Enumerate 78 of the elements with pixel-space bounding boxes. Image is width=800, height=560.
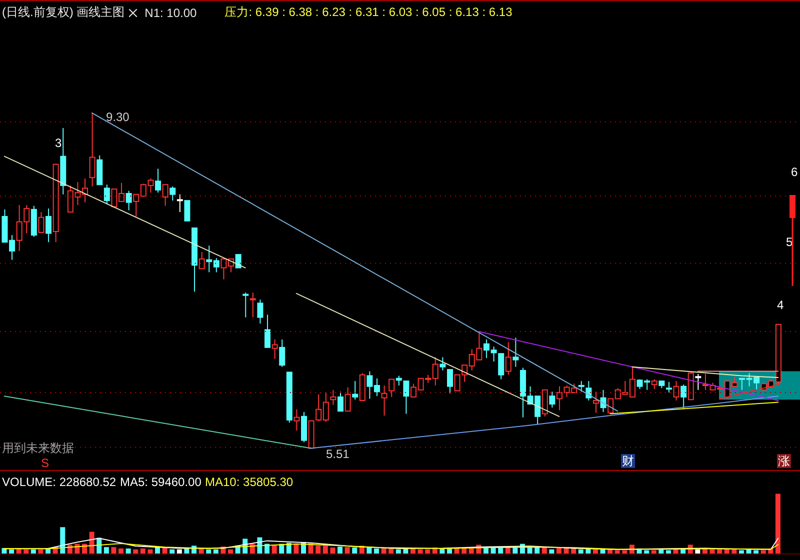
candlestick	[38, 212, 44, 233]
text: MA5: 59460.00	[120, 475, 202, 489]
candlestick	[330, 389, 336, 406]
candlestick	[184, 200, 190, 222]
candlestick	[578, 380, 584, 392]
text: 涨	[777, 454, 791, 468]
annotation: 9.30	[106, 110, 130, 124]
annotation: 用到未来数据	[2, 441, 74, 455]
bar	[775, 494, 780, 554]
annotation: 4	[777, 298, 784, 312]
chart-title: (日线.前复权) 画线主图	[2, 4, 125, 21]
text: 财	[621, 454, 635, 468]
annotation: 5.51	[326, 447, 350, 461]
bar	[374, 548, 379, 554]
candlestick	[586, 380, 592, 402]
bar	[344, 547, 350, 554]
candlestick	[651, 378, 658, 390]
bar	[316, 546, 321, 554]
candlestick	[592, 391, 599, 414]
bar	[162, 548, 168, 554]
candlestick	[695, 373, 702, 390]
bar	[337, 546, 342, 554]
bar	[352, 548, 358, 554]
candlestick	[381, 384, 388, 416]
bar	[111, 547, 116, 554]
bar	[126, 548, 131, 554]
bar	[322, 546, 328, 554]
candlestick	[257, 299, 264, 324]
candlestick	[89, 112, 96, 187]
bar	[330, 548, 336, 554]
bar	[140, 548, 146, 554]
candlestick	[162, 184, 168, 206]
text: S	[41, 456, 50, 470]
candlestick	[104, 184, 110, 205]
bar	[118, 548, 124, 554]
candlestick	[272, 338, 278, 360]
candlestick	[170, 186, 176, 202]
candlestick	[388, 378, 395, 398]
bar	[454, 548, 460, 554]
candlestick	[46, 208, 52, 243]
candlestick	[498, 353, 504, 380]
candlestick	[440, 356, 446, 371]
candlestick	[549, 391, 556, 408]
candlestick	[666, 381, 672, 394]
candlestick	[279, 338, 286, 368]
candlestick	[673, 380, 680, 402]
candlestick	[403, 380, 410, 414]
candlestick	[155, 168, 162, 194]
bar	[388, 548, 394, 554]
candlestick	[352, 380, 358, 400]
bar	[381, 548, 386, 554]
candlestick	[396, 375, 402, 386]
candlestick	[176, 194, 183, 213]
candlestick	[542, 389, 548, 417]
candlestick	[294, 408, 300, 432]
text: 6	[791, 165, 798, 179]
candlestick	[242, 292, 249, 318]
candlestick	[505, 342, 512, 376]
candlestick	[512, 337, 519, 368]
annotation: 3	[55, 136, 62, 150]
candlestick	[126, 190, 132, 211]
bar	[468, 548, 474, 554]
candlestick	[235, 254, 242, 268]
candlestick	[680, 384, 687, 409]
candlestick	[301, 412, 307, 443]
candlestick	[344, 386, 351, 412]
bar	[104, 547, 109, 554]
chart-subtitle: N1: 10.00	[144, 6, 197, 20]
candlestick	[264, 314, 271, 348]
text: 5	[786, 235, 793, 249]
candlestick	[337, 391, 344, 412]
text: MA10: 35805.30	[205, 475, 294, 489]
candlestick	[250, 292, 256, 318]
text: VOLUME: 228680.52	[2, 475, 116, 489]
text: 压力: 6.39 : 6.38 : 6.23 : 6.31 : 6.03 : 6.05 : 6.13 : 6.13	[224, 4, 512, 21]
bar	[60, 527, 66, 554]
candlestick	[198, 251, 205, 270]
candlestick	[446, 369, 453, 394]
